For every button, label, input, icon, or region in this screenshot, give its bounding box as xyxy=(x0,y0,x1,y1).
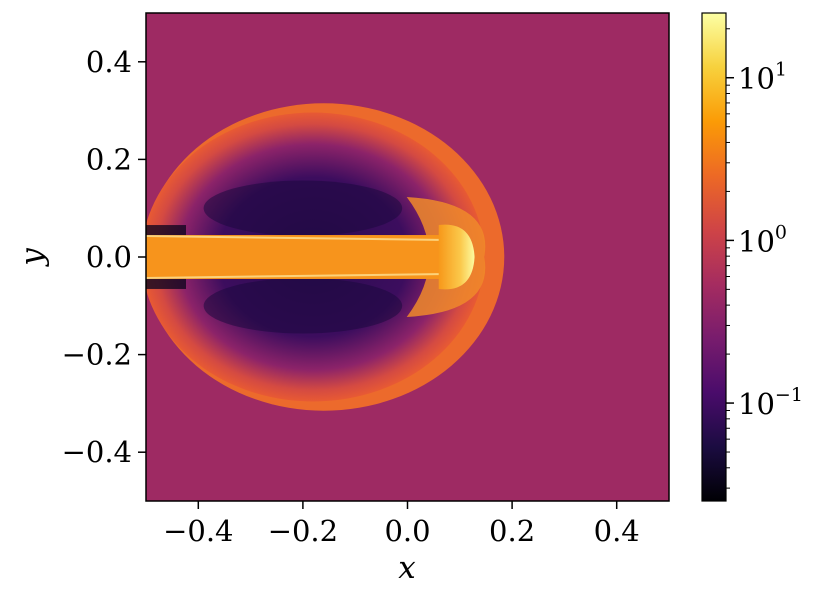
x-axis-ticks: −0.4 −0.2 0.0 0.2 0.4 xyxy=(163,501,640,548)
cavity-dark-region-lower xyxy=(203,278,403,334)
jet-hotspot xyxy=(438,224,475,290)
y-tick-label: 0.2 xyxy=(86,142,132,176)
x-tick-label: −0.2 xyxy=(268,514,338,548)
cavity-dark-region-upper xyxy=(203,180,403,236)
jet-sheath-bottom xyxy=(146,278,186,289)
x-tick-label: 0.4 xyxy=(594,514,640,548)
x-tick-label: −0.4 xyxy=(163,514,233,548)
jet-body xyxy=(146,235,447,279)
colorbar-ticks: 10−1 100 101 xyxy=(726,28,803,489)
colorbar-tick-label: 101 xyxy=(738,59,787,96)
jet-edge-top xyxy=(146,235,447,242)
jet-edge-bottom xyxy=(146,272,447,279)
colorbar-tick-label: 100 xyxy=(738,221,787,258)
colorbar xyxy=(701,12,727,502)
x-tick-label: 0.0 xyxy=(384,514,430,548)
jet-sheath-top xyxy=(146,225,186,236)
y-tick-label: 0.4 xyxy=(86,45,132,79)
y-tick-label: 0.0 xyxy=(86,240,132,274)
x-tick-label: 0.2 xyxy=(489,514,535,548)
y-tick-label: −0.2 xyxy=(62,338,132,372)
colorbar-tick-label: 10−1 xyxy=(738,384,803,421)
heatmap-field xyxy=(146,13,669,501)
y-axis-label: y xyxy=(14,248,50,268)
y-tick-label: −0.4 xyxy=(62,435,132,469)
y-axis-ticks: −0.4 −0.2 0.0 0.2 0.4 xyxy=(62,45,146,469)
x-axis-label: x xyxy=(398,550,416,586)
